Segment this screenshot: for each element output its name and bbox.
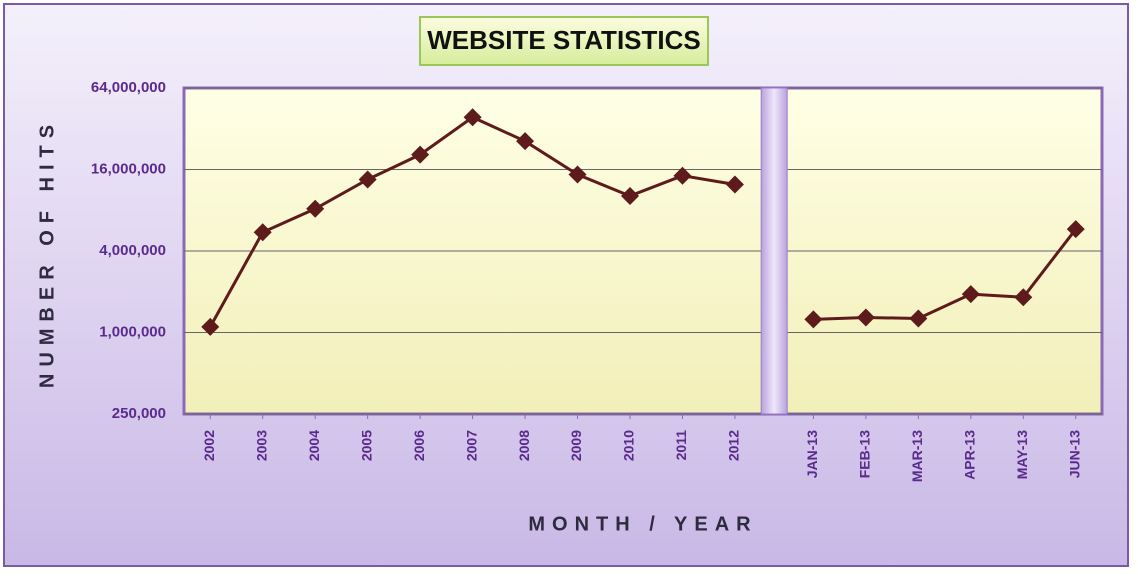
marker xyxy=(358,170,377,189)
marker xyxy=(411,145,430,164)
x-tick-label: 2008 xyxy=(516,430,532,461)
marker xyxy=(463,108,482,127)
x-tick-label: 2010 xyxy=(621,430,637,461)
marker xyxy=(201,317,220,336)
x-tick-label: 2003 xyxy=(253,430,269,461)
marker xyxy=(673,166,692,185)
x-tick-label: 2002 xyxy=(201,430,217,461)
x-tick-label: 2004 xyxy=(306,430,322,461)
marker xyxy=(253,223,272,242)
x-axis-title: MONTH / YEAR xyxy=(528,513,757,535)
x-tick-label: 2005 xyxy=(358,430,374,461)
x-tick-label: APR-13 xyxy=(962,430,978,480)
separator xyxy=(760,87,788,415)
x-tick-label: 2011 xyxy=(673,430,689,461)
x-tick-label: MAY-13 xyxy=(1014,430,1030,480)
marker xyxy=(516,132,535,151)
marker xyxy=(961,285,980,304)
y-tick-label: 1,000,000 xyxy=(99,323,166,340)
x-tick-label: 2009 xyxy=(568,430,584,461)
marker xyxy=(804,310,823,329)
x-tick-label: JUN-13 xyxy=(1066,430,1082,478)
y-tick-label: 4,000,000 xyxy=(99,242,166,259)
marker xyxy=(1014,288,1033,307)
chart-title: WEBSITE STATISTICS xyxy=(427,25,700,55)
marker xyxy=(306,199,325,218)
marker xyxy=(1066,220,1085,239)
x-tick-label: JAN-13 xyxy=(804,430,820,478)
x-tick-label: MAR-13 xyxy=(909,430,925,482)
marker xyxy=(725,175,744,194)
x-tick-label: 2007 xyxy=(463,430,479,461)
marker xyxy=(621,186,639,205)
x-tick-label: 2012 xyxy=(726,430,742,461)
y-tick-label: 16,000,000 xyxy=(91,160,166,177)
x-tick-label: FEB-13 xyxy=(857,430,873,478)
x-tick-label: 2006 xyxy=(411,430,427,461)
y-tick-label: 250,000 xyxy=(112,405,166,422)
y-axis-title: NUMBER OF HITS xyxy=(36,118,58,388)
title-box xyxy=(419,16,709,66)
marker xyxy=(856,308,875,327)
y-tick-label: 64,000,000 xyxy=(91,79,166,96)
marker xyxy=(909,309,928,328)
marker xyxy=(568,165,587,184)
